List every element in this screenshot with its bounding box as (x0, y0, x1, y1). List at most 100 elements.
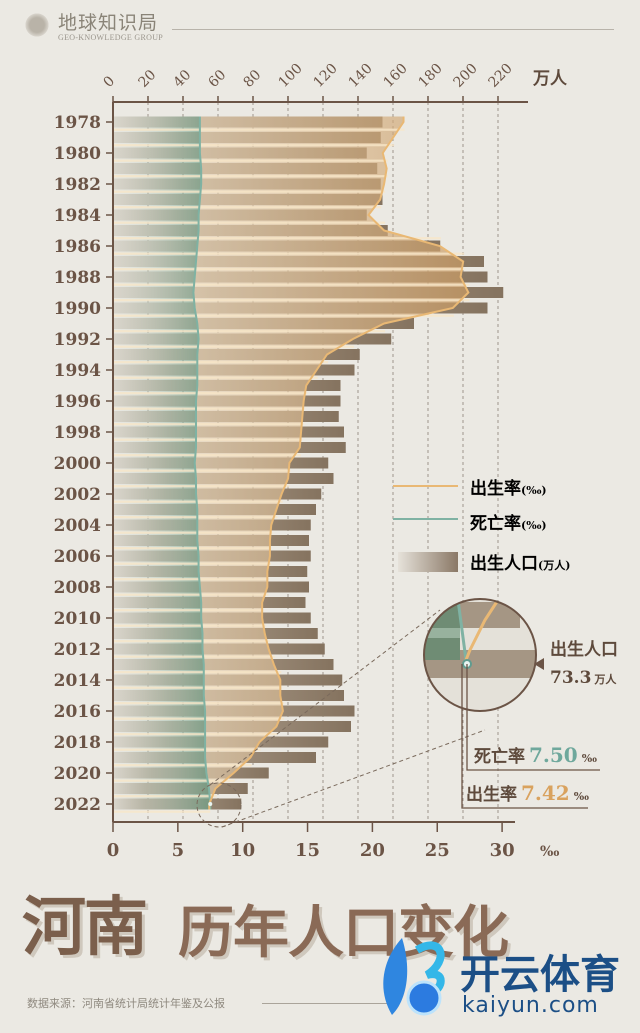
year-label: 1978 (54, 113, 101, 133)
row-separator (114, 175, 388, 178)
row-separator (114, 159, 388, 162)
zoom-source-circle (196, 782, 242, 828)
watermark-url: kaiyun.com (462, 993, 599, 1018)
row-separator (114, 562, 271, 565)
row-separator (114, 624, 266, 627)
row-separator (114, 190, 386, 193)
year-label: 1992 (54, 330, 101, 350)
callout-births-value: 73.3 万人 (550, 668, 617, 688)
legend-births-swatch (398, 552, 458, 572)
row-separator (114, 454, 301, 457)
row-separator (114, 547, 271, 550)
brand-subtitle: GEO-KNOWLEDGE GROUP (58, 33, 164, 42)
year-label: 2022 (54, 795, 101, 815)
source-divider (262, 1003, 392, 1004)
year-label: 2000 (54, 454, 101, 474)
row-separator (114, 407, 305, 410)
top-axis-tick-label: 80 (241, 67, 265, 91)
row-separator (114, 423, 304, 426)
year-label: 2002 (54, 485, 101, 505)
row-separator (114, 810, 211, 813)
top-axis-tick-label: 100 (276, 61, 306, 91)
row-separator (114, 717, 284, 720)
row-separator (114, 779, 235, 782)
row-separator (114, 593, 269, 596)
top-axis-tick-label: 20 (136, 67, 160, 91)
bottom-axis-tick-label: 30 (490, 840, 515, 861)
logo-icon (24, 12, 50, 38)
top-axis-tick-label: 0 (101, 73, 119, 91)
watermark-text: 开云体育 (460, 952, 620, 998)
year-label: 2018 (54, 733, 101, 753)
year-label: 2006 (54, 547, 101, 567)
top-axis-tick-label: 40 (171, 67, 195, 91)
row-separator (114, 764, 252, 767)
row-separator (114, 686, 282, 689)
row-separator (114, 128, 405, 131)
row-separator (114, 578, 269, 581)
title-province: 河南 (22, 890, 148, 965)
row-separator (114, 392, 308, 395)
row-separator (114, 438, 303, 441)
pointer-arrow-icon (534, 658, 544, 670)
legend-births-label: 出生人口(万人) (470, 553, 570, 574)
bottom-axis-tick-label: 0 (107, 840, 120, 861)
row-separator (114, 469, 291, 472)
row-separator (114, 702, 284, 705)
row-separator (114, 516, 278, 519)
zoom-circle (423, 598, 537, 712)
death-rate-line (192, 116, 212, 810)
year-label: 1996 (54, 392, 101, 412)
row-separator (114, 748, 261, 751)
birth-death-chart: 0 20 40 60 80 100 120 140 160 180 200 220 万人0 5 10 15 20… (54, 61, 618, 861)
top-axis-tick-label: 60 (206, 67, 230, 91)
callout-births-label: 出生人口 (550, 639, 618, 660)
bottom-axis-unit: ‰ (540, 844, 560, 860)
callout-birth-rate: 出生率 7.42 ‰ (466, 781, 589, 805)
bottom-axis-tick-label: 10 (230, 840, 255, 861)
row-separator (114, 345, 354, 348)
data-source: 数据来源：河南省统计局统计年鉴及公报 (27, 997, 225, 1010)
year-label: 2008 (54, 578, 101, 598)
row-separator (114, 268, 465, 271)
legend: 出生率(‰) 死亡率(‰) 出生人口(万人) (393, 478, 570, 574)
row-separator (114, 733, 278, 736)
bottom-axis-tick-label: 20 (360, 840, 385, 861)
top-axis-tick-label: 200 (451, 61, 481, 91)
row-separator (114, 252, 465, 255)
legend-birth-rate-label: 出生率(‰) (470, 478, 547, 499)
top-axis-tick-label: 120 (311, 61, 341, 91)
row-separator (114, 376, 318, 379)
year-label: 2004 (54, 516, 101, 536)
row-separator (114, 206, 382, 209)
top-axis-unit: 万人 (532, 69, 568, 89)
year-label: 2012 (54, 640, 101, 660)
row-separator (114, 237, 441, 240)
death-rate-area (113, 116, 211, 810)
header-divider (172, 29, 614, 30)
year-label: 2020 (54, 764, 101, 784)
year-label: 1988 (54, 268, 101, 288)
row-separator (114, 314, 454, 317)
birth-rate-area (193, 116, 469, 810)
brand-name: 地球知识局 (58, 12, 159, 34)
birth-rate-line (208, 116, 470, 810)
row-separator (114, 671, 282, 674)
zoom-connector (221, 729, 486, 828)
zoom-connector (209, 609, 441, 786)
bottom-axis-tick-label: 25 (425, 840, 450, 861)
year-label: 2010 (54, 609, 101, 629)
bottom-axis-tick-label: 15 (295, 840, 320, 861)
year-label: 1986 (54, 237, 101, 257)
row-separator (114, 283, 470, 286)
year-label: 1998 (54, 423, 101, 443)
bottom-axis-tick-label: 5 (172, 840, 185, 861)
legend-death-rate-label: 死亡率(‰) (470, 513, 547, 534)
row-separator (114, 485, 290, 488)
top-axis-tick-label: 140 (346, 61, 376, 91)
row-separator (114, 655, 275, 658)
callout-death-rate: 死亡率 7.50 ‰ (474, 743, 597, 767)
row-separator (114, 144, 395, 147)
row-separator (114, 299, 470, 302)
year-label: 1980 (54, 144, 101, 164)
